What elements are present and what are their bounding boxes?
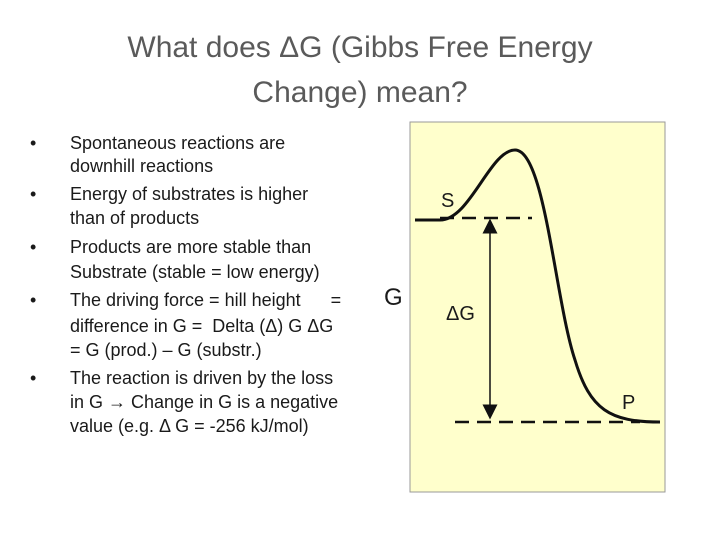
- bullet-line: Products are more stable than: [70, 237, 311, 257]
- product-label: P: [622, 392, 635, 414]
- bullet-line: The reaction is driven by the loss: [70, 368, 333, 388]
- bullet-dot: •: [30, 290, 36, 310]
- bullet-dot: •: [30, 368, 36, 388]
- bullet-line: Spontaneous reactions are: [70, 133, 285, 153]
- title-line: What does ΔG (Gibbs Free Energy: [127, 31, 592, 64]
- delta-label: ΔG: [446, 303, 475, 325]
- bullet-line: difference in G = Delta (Δ) G ΔG: [70, 316, 333, 336]
- bullet-list: • Spontaneous reactions are downhill rea…: [30, 133, 403, 436]
- bullet-line: Substrate (stable = low energy): [70, 262, 320, 282]
- bullet-dot: •: [30, 184, 36, 204]
- bullet-line: downhill reactions: [70, 156, 213, 176]
- bullet-dot: •: [30, 133, 36, 153]
- bullet-line: The driving force = hill height =: [70, 290, 341, 310]
- bullet-line: in G → Change in G is a negative: [70, 392, 338, 412]
- substrate-label: S: [441, 190, 454, 212]
- bullet-line: = G (prod.) – G (substr.): [70, 340, 262, 360]
- large-label: G: [384, 284, 403, 311]
- energy-diagram: S ΔG P: [409, 121, 666, 493]
- title-line: Change) mean?: [252, 76, 467, 109]
- energy-curve: [415, 148, 661, 424]
- bullet-line: than of products: [70, 208, 199, 228]
- bullet-dot: •: [30, 237, 36, 257]
- bullet-line: value (e.g. Δ G = -256 kJ/mol): [70, 416, 309, 436]
- bullet-line: Energy of substrates is higher: [70, 184, 308, 204]
